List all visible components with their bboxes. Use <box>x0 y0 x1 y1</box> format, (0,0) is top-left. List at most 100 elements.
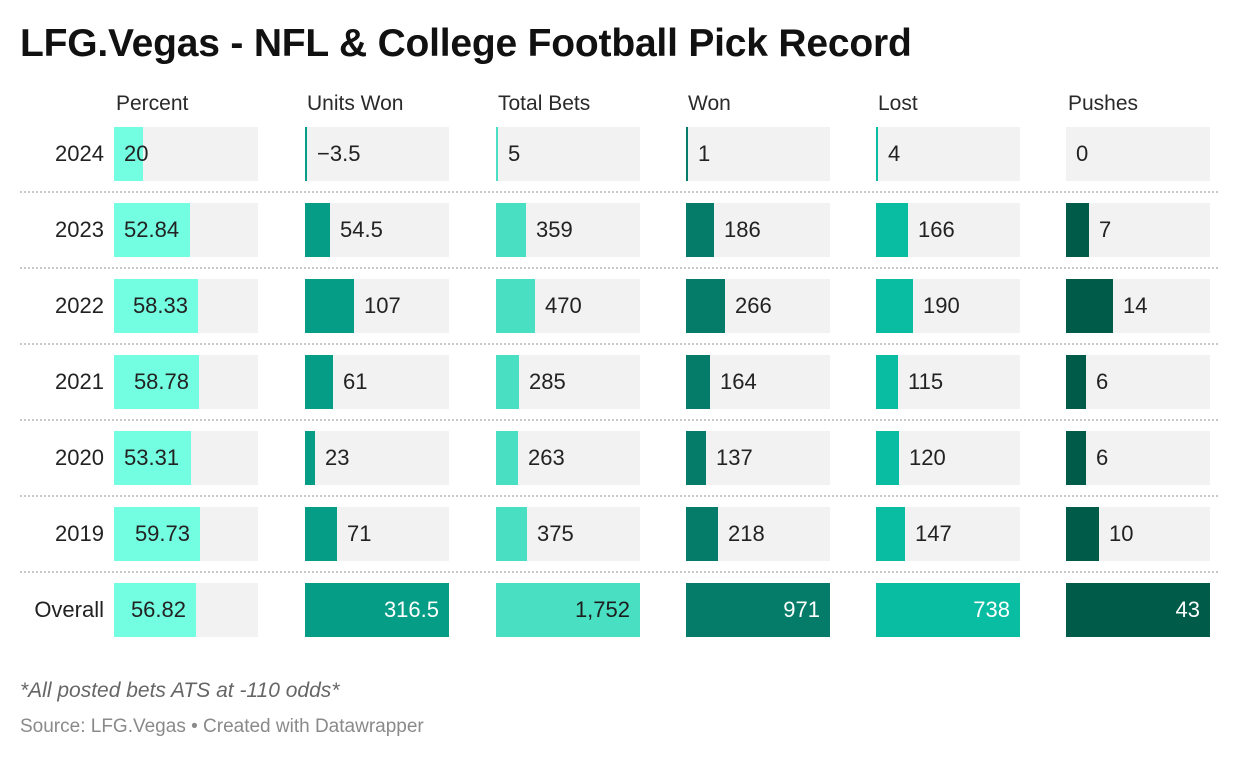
column-header-pushes: Pushes <box>1068 92 1139 115</box>
value-units-2020: 23 <box>325 445 350 470</box>
value-percent-2022: 58.33 <box>132 293 188 318</box>
value-total-2022: 470 <box>545 293 582 318</box>
row-divider <box>20 419 1218 421</box>
bar-percent-2023 <box>114 203 190 257</box>
cell-background <box>1066 203 1210 257</box>
bar-lost-2021 <box>876 355 898 409</box>
cell-background <box>305 431 449 485</box>
value-percent-2024: 20 <box>124 141 149 166</box>
row-label-2024: 2024 <box>55 141 104 166</box>
bar-lost-2019 <box>876 507 905 561</box>
bar-won-2019 <box>686 507 718 561</box>
value-lost-2019: 147 <box>915 521 952 546</box>
row-label-2020: 2020 <box>55 445 104 470</box>
value-units-2021: 61 <box>343 369 368 394</box>
bar-pushes-2021 <box>1066 355 1086 409</box>
value-lost-2024: 4 <box>888 141 901 166</box>
row-divider <box>20 571 1218 573</box>
bar-pushes-2022 <box>1066 279 1113 333</box>
bar-units-2023 <box>305 203 330 257</box>
bar-pushes-2019 <box>1066 507 1099 561</box>
bar-units-2022 <box>305 279 354 333</box>
bar-pushes-overall <box>1066 583 1210 637</box>
cell-background <box>1066 431 1210 485</box>
bar-total-2021 <box>496 355 519 409</box>
bar-won-2021 <box>686 355 710 409</box>
value-units-2023: 54.5 <box>340 217 383 242</box>
bar-units-overall <box>305 583 449 637</box>
row-label-2023: 2023 <box>55 217 104 242</box>
bar-won-2022 <box>686 279 725 333</box>
bar-total-2020 <box>496 431 518 485</box>
value-total-2023: 359 <box>536 217 573 242</box>
bar-percent-2020 <box>114 431 191 485</box>
bar-percent-overall <box>114 583 196 637</box>
value-pushes-2023: 7 <box>1099 217 1112 242</box>
cell-background <box>305 127 449 181</box>
value-percent-2020: 53.31 <box>124 445 180 470</box>
bar-percent-2019 <box>114 507 200 561</box>
cell-background <box>876 355 1020 409</box>
value-lost-overall: 738 <box>973 597 1010 622</box>
value-lost-2020: 120 <box>909 445 946 470</box>
bar-units-2019 <box>305 507 337 561</box>
bar-total-2022 <box>496 279 535 333</box>
bar-won-2020 <box>686 431 706 485</box>
value-units-2022: 107 <box>364 293 401 318</box>
column-header-percent: Percent <box>116 92 189 115</box>
row-divider <box>20 495 1218 497</box>
row-divider <box>20 191 1218 193</box>
value-won-2020: 137 <box>716 445 753 470</box>
footnote: *All posted bets ATS at -110 odds* <box>20 679 340 702</box>
cell-background <box>1066 127 1210 181</box>
value-total-2020: 263 <box>528 445 565 470</box>
value-total-overall: 1,752 <box>574 597 630 622</box>
bar-lost-2022 <box>876 279 913 333</box>
value-units-2019: 71 <box>347 521 372 546</box>
cell-background <box>686 355 830 409</box>
value-won-2019: 218 <box>728 521 765 546</box>
bar-percent-2024 <box>114 127 143 181</box>
row-label-2021: 2021 <box>55 369 104 394</box>
value-won-overall: 971 <box>783 597 820 622</box>
cell-background <box>876 431 1020 485</box>
bar-lost-2023 <box>876 203 908 257</box>
bar-won-overall <box>686 583 830 637</box>
value-won-2022: 266 <box>735 293 772 318</box>
row-divider <box>20 343 1218 345</box>
value-total-2024: 5 <box>508 141 521 166</box>
value-won-2024: 1 <box>698 141 711 166</box>
value-won-2023: 186 <box>724 217 761 242</box>
row-label-2022: 2022 <box>55 293 104 318</box>
value-percent-2019: 59.73 <box>134 521 190 546</box>
source-credit: Source: LFG.Vegas • Created with Datawra… <box>20 716 424 737</box>
value-percent-2023: 52.84 <box>124 217 180 242</box>
column-header-total: Total Bets <box>498 92 591 115</box>
bar-pushes-2020 <box>1066 431 1086 485</box>
row-label-overall: Overall <box>34 597 104 622</box>
value-pushes-overall: 43 <box>1175 597 1200 622</box>
cell-background <box>496 355 640 409</box>
bar-percent-2021 <box>114 355 199 409</box>
value-pushes-2020: 6 <box>1096 445 1109 470</box>
column-header-units: Units Won <box>307 92 404 115</box>
value-lost-2022: 190 <box>923 293 960 318</box>
bar-percent-2022 <box>114 279 198 333</box>
bar-lost-overall <box>876 583 1020 637</box>
value-pushes-2024: 0 <box>1076 141 1089 166</box>
row-label-2019: 2019 <box>55 521 104 546</box>
value-pushes-2019: 10 <box>1109 521 1134 546</box>
value-won-2021: 164 <box>720 369 757 394</box>
cell-background <box>876 127 1020 181</box>
value-lost-2021: 115 <box>908 369 944 394</box>
bar-won-2024 <box>686 127 688 181</box>
cell-background <box>496 431 640 485</box>
cell-background <box>496 127 640 181</box>
bar-units-2024 <box>305 127 307 181</box>
row-divider <box>20 267 1218 269</box>
bar-total-2023 <box>496 203 526 257</box>
cell-background <box>686 431 830 485</box>
value-total-2019: 375 <box>537 521 574 546</box>
bar-total-2024 <box>496 127 498 181</box>
cell-background <box>1066 355 1210 409</box>
